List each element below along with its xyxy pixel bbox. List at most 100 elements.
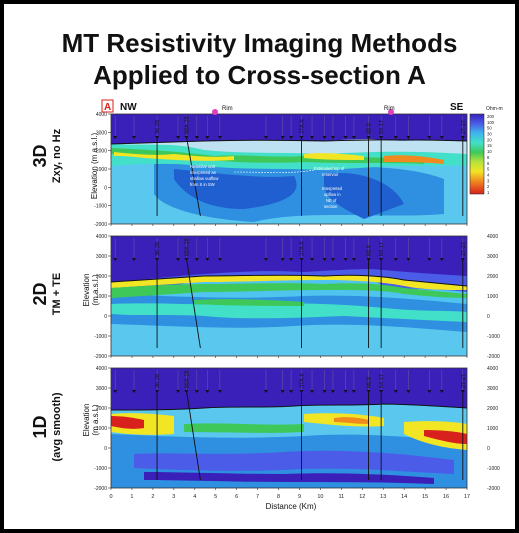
station-marker <box>217 258 222 261</box>
y-tick-label: 1000 <box>96 294 107 300</box>
x-tick-label: 12 <box>359 494 365 500</box>
colorbar-value: 30 <box>487 132 492 137</box>
y-tick-label: 3000 <box>96 254 107 260</box>
station-marker <box>393 390 398 393</box>
station-marker <box>343 258 348 261</box>
annotation-from-s-in-sw: from S in SW <box>190 182 215 187</box>
station-marker <box>132 258 137 261</box>
station-marker <box>343 136 348 139</box>
y-tick-label: 1000 <box>96 167 107 173</box>
annotation-shallow-outflow: shallow outflow <box>190 176 219 181</box>
colorbar-value: 4 <box>487 172 490 177</box>
y-tick-label: 3000 <box>96 386 107 392</box>
annotation-interpreted: Interpreted <box>322 186 343 191</box>
annotation-estimated-top: Estimated top of <box>314 166 345 171</box>
well-label: 64-17 <box>379 242 385 256</box>
colorbar <box>469 113 485 195</box>
annotation-upflow-in: upflow in <box>324 192 341 197</box>
y-tick-label-right: -2000 <box>487 354 500 360</box>
x-tick-label: 17 <box>464 494 470 500</box>
y-axis-label-1d: Elevation (m a.s.l.) <box>82 370 100 470</box>
y-tick-label: -1000 <box>94 466 107 472</box>
colorbar-value: 8 <box>487 155 490 160</box>
x-tick-label: 0 <box>109 494 112 500</box>
colorbar-value: 15 <box>487 143 492 148</box>
station-marker <box>176 136 181 139</box>
y-tick-label-right: 4000 <box>487 234 498 240</box>
y-tick-label: 4000 <box>96 366 107 372</box>
section-3d <box>111 114 467 224</box>
x-tick-label: 8 <box>277 494 280 500</box>
station-marker <box>343 390 348 393</box>
station-marker <box>263 390 268 393</box>
station-marker <box>330 136 335 139</box>
x-tick-label: 1 <box>130 494 133 500</box>
x-tick-label: 3 <box>172 494 175 500</box>
y-tick-label: -2000 <box>94 354 107 360</box>
y-tick-label-right: -1000 <box>487 334 500 340</box>
figure-frame: MT Resistivity Imaging Methods Applied t… <box>4 4 515 529</box>
well-label: 68A-28 <box>184 116 190 134</box>
colorbar-value: 3 <box>487 178 490 183</box>
annotation-reservoir: reservoir <box>322 172 339 177</box>
rim-marker-right <box>388 109 394 115</box>
x-tick-label: 6 <box>235 494 238 500</box>
se-label: SE <box>450 102 464 113</box>
station-marker <box>289 390 294 393</box>
station-marker <box>351 258 356 261</box>
y-axis-label-2d: Elevation (m a.s.l.) <box>82 240 100 340</box>
y-tick-label: 1000 <box>96 426 107 432</box>
well-label: 27-27 <box>461 374 467 388</box>
station-marker <box>330 258 335 261</box>
colorbar-value: 20 <box>487 137 492 142</box>
station-marker <box>113 258 118 261</box>
well-trace <box>185 389 201 481</box>
y-tick-label: 4000 <box>96 112 107 118</box>
colorbar-value: 6 <box>487 161 490 166</box>
y-tick-label-right: 0 <box>487 314 490 320</box>
y-tick-label: -2000 <box>94 486 107 492</box>
well-label: 68A-28 <box>184 238 190 256</box>
x-tick-label: 10 <box>317 494 323 500</box>
rim-label-right: Rim <box>384 106 395 112</box>
colorbar-value: 5 <box>487 167 490 172</box>
station-marker <box>194 390 199 393</box>
station-marker <box>113 390 118 393</box>
station-marker <box>439 136 444 139</box>
station-marker <box>330 390 335 393</box>
annotation-section: section <box>324 204 338 209</box>
station-marker <box>322 390 327 393</box>
y-tick-label: 2000 <box>96 149 107 155</box>
station-marker <box>351 390 356 393</box>
station-marker <box>113 136 118 139</box>
well-label: 37A-6 <box>300 119 306 134</box>
station-marker <box>406 390 411 393</box>
station-marker <box>427 136 432 139</box>
colorbar-value: 100 <box>487 120 495 125</box>
station-marker <box>289 258 294 261</box>
y-tick-label: 0 <box>104 314 107 320</box>
annotation-ne-of: NE of <box>326 198 337 203</box>
station-marker <box>406 136 411 139</box>
y-tick-label: 0 <box>104 446 107 452</box>
section-2d <box>111 236 467 356</box>
rim-label-left: Rim <box>222 106 233 112</box>
y-tick-label: 3000 <box>96 130 107 136</box>
y-tick-label-right: 0 <box>487 446 490 452</box>
station-marker <box>280 258 285 261</box>
station-marker <box>263 136 268 139</box>
y-tick-label: 0 <box>104 185 107 191</box>
colorbar-units: Ohm-m <box>486 106 503 112</box>
y-tick-label-right: 2000 <box>487 406 498 412</box>
colorbar-value: 200 <box>487 114 495 119</box>
station-marker <box>322 258 327 261</box>
station-marker <box>427 258 432 261</box>
y-tick-label-right: 2000 <box>487 274 498 280</box>
station-marker <box>322 136 327 139</box>
station-marker <box>194 258 199 261</box>
y-axis-label-3d: Elevation (m a.s.l.) <box>90 116 99 216</box>
y-axis-label-3d-text: Elevation (m a.s.l.) <box>90 132 99 200</box>
station-marker <box>406 258 411 261</box>
